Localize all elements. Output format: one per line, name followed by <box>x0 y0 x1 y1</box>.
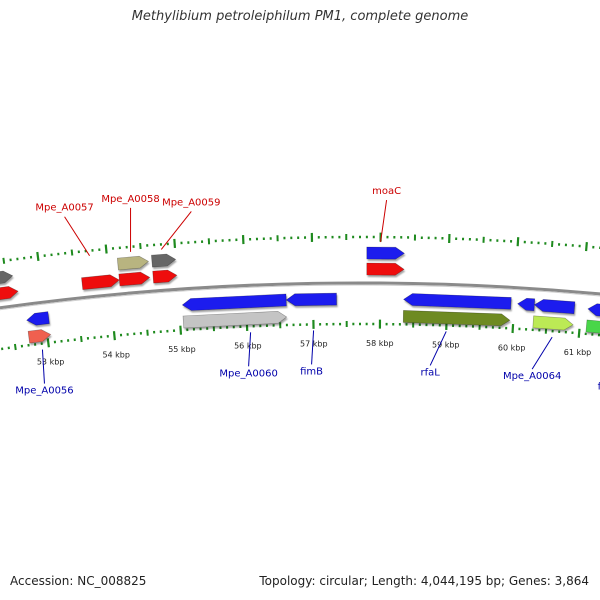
gene-rfaL <box>402 310 511 327</box>
gene-fimB <box>285 292 337 307</box>
gene-Mpe_A0058 <box>118 271 151 287</box>
inner-tick-mark <box>577 328 581 338</box>
gene-Mpe_A0056-salmon <box>27 329 52 344</box>
gene-Mpe_A0059 <box>152 269 178 284</box>
leader-line-mpe_a0056 <box>41 349 45 384</box>
inner-tick-mark <box>46 338 50 348</box>
gene-feat-blue-60a <box>517 297 536 312</box>
gene-feat-upper-gray-left <box>0 270 14 284</box>
leader-line-fimb <box>311 330 315 365</box>
backbone-line <box>0 281 600 310</box>
outer-tick-mark <box>584 242 588 252</box>
gene-Mpe_A0064-blue <box>533 299 576 315</box>
gene-label-mpe_a0060: Mpe_A0060 <box>219 368 277 379</box>
tick-layer: 53 kbp 54 kbp 55 kbp 56 kbp 57 kbp 58 kbp 59 k… <box>1 232 600 367</box>
gene-moaC <box>366 262 405 276</box>
feature-layer <box>0 246 600 344</box>
gene-Mpe_A0058-olive <box>116 255 150 271</box>
label-layer: Mpe_A0056 Mpe_A0057 Mpe_A0058 Mpe_A0059 Mpe_… <box>15 186 600 396</box>
scale-label: 57 kbp <box>300 339 328 348</box>
gene-label-mpe_a0057: Mpe_A0057 <box>35 203 93 214</box>
gene-feat-red-left-edge <box>0 286 19 300</box>
gene-label-moac: moaC <box>372 186 401 197</box>
inner-tick-mark <box>179 325 183 335</box>
gene-Mpe_A0057 <box>81 274 120 290</box>
gene-rfaL-blue <box>403 293 512 310</box>
inner-tick-mark <box>511 323 515 334</box>
gene-moaC-blue <box>366 246 405 260</box>
backbone-highlight <box>0 284 600 311</box>
scale-label: 56 kbp <box>234 341 262 350</box>
accession-label: Accession: NC_008825 <box>10 574 147 588</box>
scale-label: 61 kbp <box>564 348 592 357</box>
gene-fimA-blue <box>587 303 600 317</box>
scale-label: 60 kbp <box>498 343 526 352</box>
leader-line-rfal <box>429 331 447 366</box>
scale-label: 53 kbp <box>37 358 65 367</box>
gene-feat-blue-55-56 <box>181 293 287 311</box>
genome-summary: Topology: circular; Length: 4,044,195 bp… <box>259 574 589 588</box>
gene-label-mpe_a0058: Mpe_A0058 <box>101 194 159 205</box>
gene-Mpe_A0059-gray <box>151 253 177 268</box>
gene-label-mpe_a0059: Mpe_A0059 <box>162 197 220 208</box>
gene-Mpe_A0064 <box>532 315 574 331</box>
gene-label-fima: fimA <box>598 382 600 393</box>
leader-line-mpe_a0059 <box>160 211 192 250</box>
outer-tick-mark <box>173 238 177 248</box>
gene-label-fimb: fimB <box>300 366 323 377</box>
gene-label-mpe_a0064: Mpe_A0064 <box>503 371 561 382</box>
scale-label: 58 kbp <box>366 339 394 348</box>
inner-tick-mark <box>13 343 17 351</box>
scale-label: 55 kbp <box>168 345 196 354</box>
gene-label-mpe_a0056: Mpe_A0056 <box>15 386 73 397</box>
outer-tick-mark <box>516 237 520 247</box>
map-title: Methylibium petroleiphilum PM1, complete… <box>131 9 469 24</box>
gene-feat-lightgray-55-56 <box>182 310 288 329</box>
backbone-layer <box>0 281 600 311</box>
gene-fimA <box>585 319 600 334</box>
gene-label-rfal: rfaL <box>421 367 441 378</box>
leader-line-moac <box>380 200 388 243</box>
leader-line-mpe_a0060 <box>248 332 252 367</box>
leader-line-mpe_a0064 <box>531 336 553 370</box>
outer-tick-mark <box>104 244 108 254</box>
inner-tick-mark <box>80 335 83 343</box>
scale-label: 54 kbp <box>102 351 130 360</box>
outer-tick-mark <box>36 251 40 262</box>
inner-tick-mark <box>112 331 116 341</box>
outer-tick-mark <box>2 257 6 264</box>
gene-Mpe_A0056-blue <box>26 311 50 326</box>
outer-tick-mark <box>70 249 74 256</box>
leader-line-mpe_a0057 <box>64 216 90 256</box>
scale-label: 59 kbp <box>432 340 460 349</box>
